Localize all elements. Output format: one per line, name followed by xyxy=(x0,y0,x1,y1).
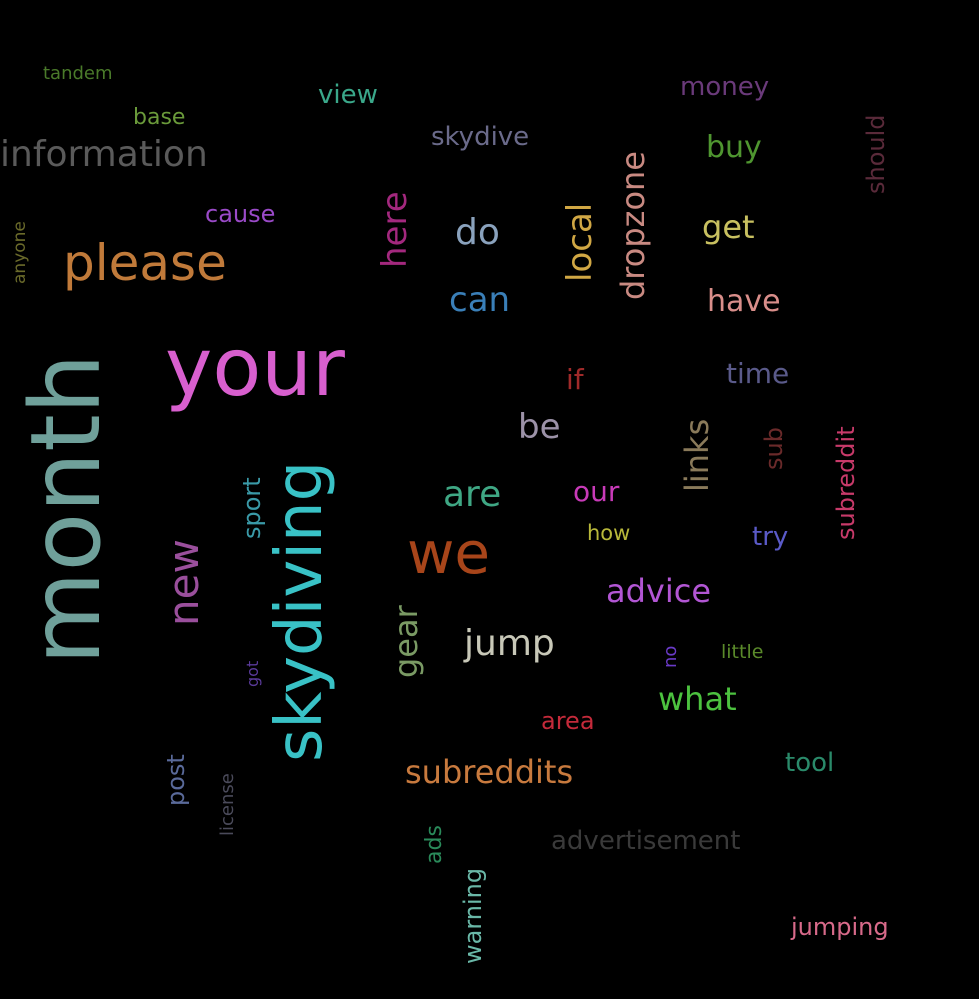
word-sport: sport xyxy=(238,477,266,539)
word-how: how xyxy=(587,521,631,545)
word-your: your xyxy=(165,321,345,414)
word-if: if xyxy=(566,363,584,396)
word-warning: warning xyxy=(459,867,487,964)
word-advertisement: advertisement xyxy=(551,826,741,856)
word-try: try xyxy=(752,522,789,552)
word-links: links xyxy=(678,418,716,492)
word-area: area xyxy=(541,707,595,735)
word-new: new xyxy=(159,539,208,626)
word-skydiving: skydiving xyxy=(263,460,337,762)
word-anyone: anyone xyxy=(10,221,30,284)
word-jump: jump xyxy=(464,623,555,664)
word-tandem: tandem xyxy=(43,63,113,84)
word-get: get xyxy=(702,208,755,246)
word-advice: advice xyxy=(606,572,712,610)
word-should: should xyxy=(862,114,890,194)
word-local: local xyxy=(560,202,600,282)
word-cause: cause xyxy=(205,200,276,228)
word-please: please xyxy=(63,234,227,292)
word-subreddit: subreddit xyxy=(832,426,860,540)
word-have: have xyxy=(707,284,781,319)
word-ads: ads xyxy=(422,825,447,864)
word-we: we xyxy=(407,519,491,587)
word-view: view xyxy=(318,80,378,110)
word-be: be xyxy=(518,407,561,447)
word-what: what xyxy=(658,680,737,718)
word-post: post xyxy=(162,754,190,806)
word-are: are xyxy=(443,474,502,515)
word-month: month xyxy=(10,353,122,665)
word-jumping: jumping xyxy=(791,913,889,941)
word-our: our xyxy=(573,475,620,508)
word-base: base xyxy=(133,105,186,130)
word-buy: buy xyxy=(706,130,762,165)
word-money: money xyxy=(680,72,770,102)
word-sub: sub xyxy=(760,427,788,470)
word-can: can xyxy=(449,280,511,320)
word-subreddits: subreddits xyxy=(405,753,574,791)
word-skydive: skydive xyxy=(431,122,530,152)
word-gear: gear xyxy=(387,605,425,678)
word-information: information xyxy=(0,134,208,175)
word-license: license xyxy=(217,773,238,836)
word-got: got xyxy=(243,660,262,687)
word-time: time xyxy=(726,357,790,390)
word-dropzone: dropzone xyxy=(614,151,652,300)
word-tool: tool xyxy=(785,748,835,778)
word-no: no xyxy=(660,645,681,668)
word-do: do xyxy=(455,212,500,253)
word-here: here xyxy=(375,191,415,268)
word-little: little xyxy=(721,641,764,663)
